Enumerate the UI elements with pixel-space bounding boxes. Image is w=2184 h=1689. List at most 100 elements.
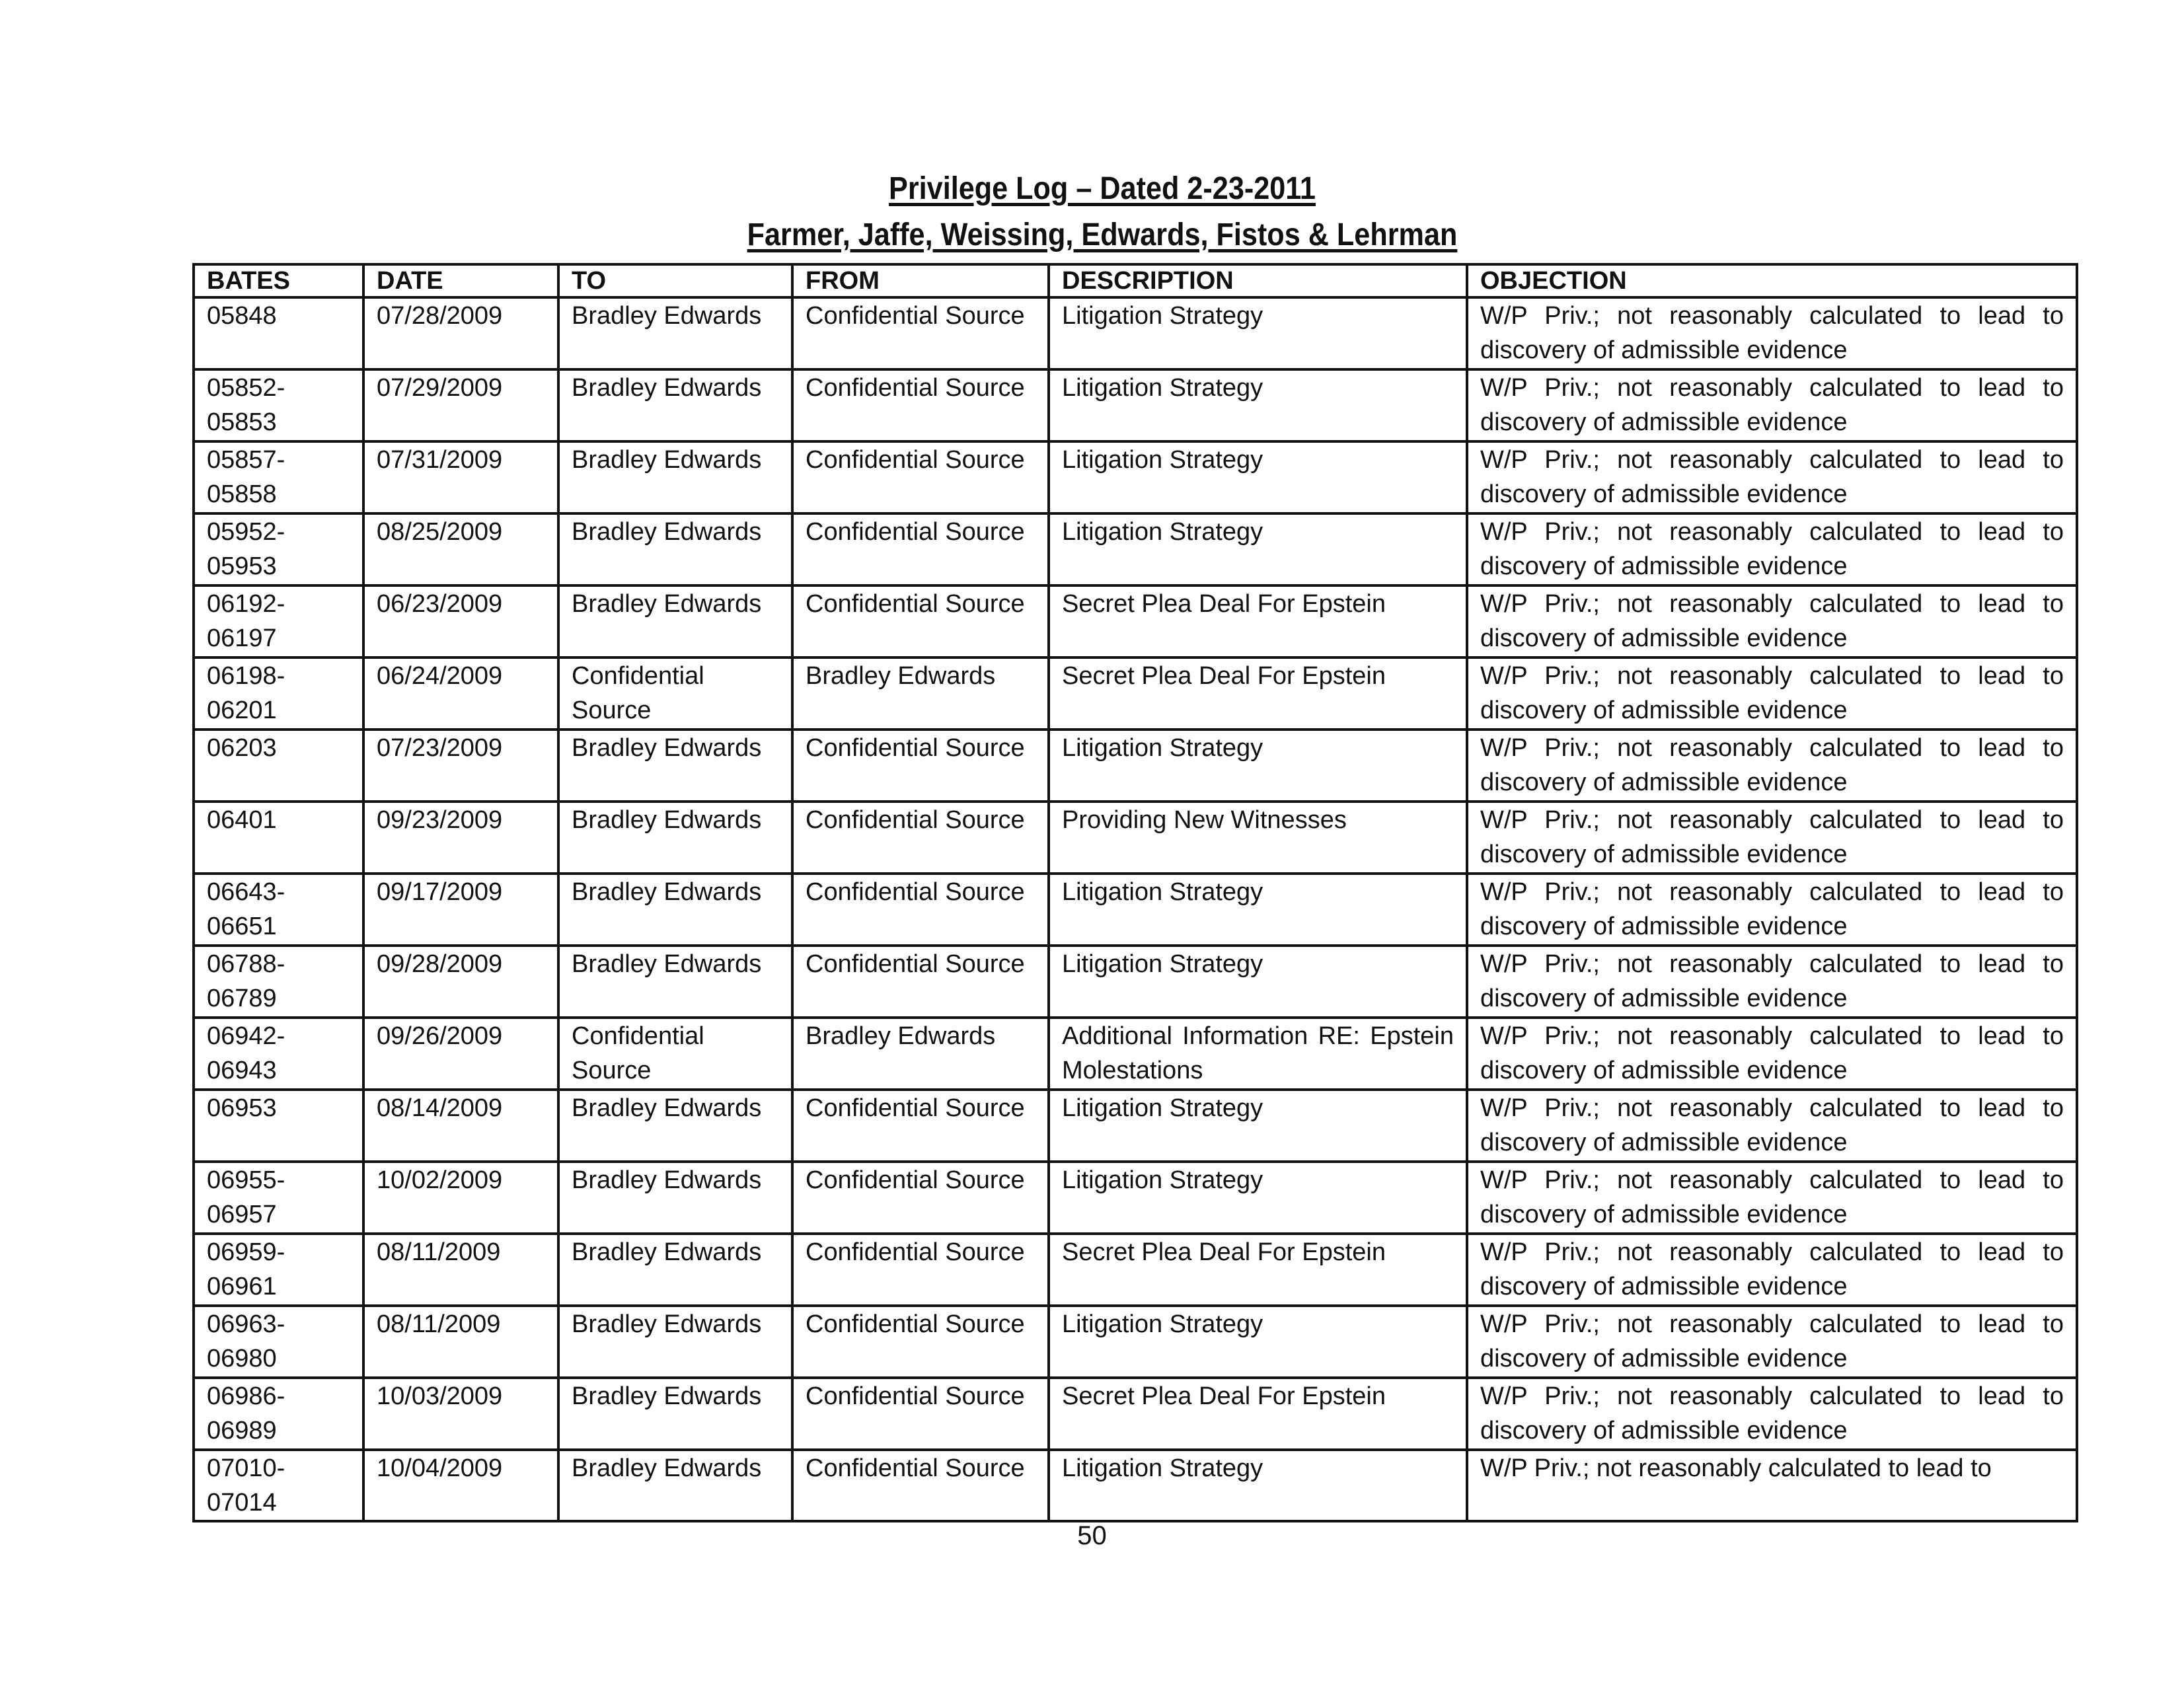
cell-to: Bradley Edwards bbox=[557, 440, 794, 515]
table-row: 06203 07/23/2009 Bradley Edwards Confidenti… bbox=[192, 728, 2078, 803]
cell-description: Secret Plea Deal For Epstein bbox=[1047, 584, 1468, 659]
table-row: 05848 07/28/2009 Bradley Edwards Confidenti… bbox=[192, 296, 2078, 371]
cell-from: Confidential Source bbox=[791, 1448, 1050, 1522]
cell-from: Confidential Source bbox=[791, 1376, 1050, 1451]
cell-bates: 06788-06789 bbox=[192, 944, 365, 1019]
cell-date: 08/14/2009 bbox=[362, 1088, 560, 1163]
cell-bates: 06963-06980 bbox=[192, 1304, 365, 1379]
cell-date: 08/11/2009 bbox=[362, 1232, 560, 1307]
cell-from: Bradley Edwards bbox=[791, 656, 1050, 731]
cell-from: Confidential Source bbox=[791, 368, 1050, 443]
cell-description: Secret Plea Deal For Epstein bbox=[1047, 1232, 1468, 1307]
cell-date: 09/26/2009 bbox=[362, 1016, 560, 1091]
cell-description: Providing New Witnesses bbox=[1047, 800, 1468, 875]
cell-description: Secret Plea Deal For Epstein bbox=[1047, 656, 1468, 731]
cell-from: Confidential Source bbox=[791, 1232, 1050, 1307]
column-header-description: DESCRIPTION bbox=[1047, 263, 1468, 299]
cell-description: Litigation Strategy bbox=[1047, 1304, 1468, 1379]
cell-bates: 07010-07014 bbox=[192, 1448, 365, 1522]
cell-to: Confidential Source bbox=[557, 656, 794, 731]
cell-description: Litigation Strategy bbox=[1047, 944, 1468, 1019]
cell-objection: W/P Priv.; not reasonably calculated to … bbox=[1466, 1376, 2078, 1451]
cell-objection: W/P Priv.; not reasonably calculated to … bbox=[1466, 1088, 2078, 1163]
cell-date: 07/31/2009 bbox=[362, 440, 560, 515]
cell-description: Litigation Strategy bbox=[1047, 296, 1468, 371]
cell-to: Bradley Edwards bbox=[557, 296, 794, 371]
cell-to: Bradley Edwards bbox=[557, 1304, 794, 1379]
cell-from: Bradley Edwards bbox=[791, 1016, 1050, 1091]
table-header-row: BATES DATE TO FROM DESCRIPTION OBJECTION bbox=[192, 263, 2078, 299]
cell-bates: 06203 bbox=[192, 728, 365, 803]
cell-to: Bradley Edwards bbox=[557, 1448, 794, 1522]
cell-date: 07/29/2009 bbox=[362, 368, 560, 443]
cell-description: Litigation Strategy bbox=[1047, 440, 1468, 515]
cell-to: Bradley Edwards bbox=[557, 368, 794, 443]
cell-from: Confidential Source bbox=[791, 512, 1050, 587]
column-header-date: DATE bbox=[362, 263, 560, 299]
table-row: 05952-05953 08/25/2009 Bradley Edwards Conf… bbox=[192, 512, 2078, 587]
cell-description: Litigation Strategy bbox=[1047, 1448, 1468, 1522]
cell-to: Confidential Source bbox=[557, 1016, 794, 1091]
cell-bates: 06955-06957 bbox=[192, 1160, 365, 1235]
cell-bates: 06953 bbox=[192, 1088, 365, 1163]
cell-description: Litigation Strategy bbox=[1047, 872, 1468, 947]
cell-bates: 05952-05953 bbox=[192, 512, 365, 587]
table-row: 07010-07014 10/04/2009 Bradley Edwards Conf… bbox=[192, 1448, 2078, 1522]
table-row: 06788-06789 09/28/2009 Bradley Edwards Conf… bbox=[192, 944, 2078, 1019]
cell-date: 09/23/2009 bbox=[362, 800, 560, 875]
cell-objection: W/P Priv.; not reasonably calculated to … bbox=[1466, 728, 2078, 803]
cell-description: Litigation Strategy bbox=[1047, 368, 1468, 443]
privilege-log-table: BATES DATE TO FROM DESCRIPTION OBJECTION… bbox=[192, 263, 2078, 1522]
cell-to: Bradley Edwards bbox=[557, 728, 794, 803]
cell-date: 08/25/2009 bbox=[362, 512, 560, 587]
table-row: 05857-05858 07/31/2009 Bradley Edwards Conf… bbox=[192, 440, 2078, 515]
cell-from: Confidential Source bbox=[791, 296, 1050, 371]
cell-objection: W/P Priv.; not reasonably calculated to … bbox=[1466, 296, 2078, 371]
cell-description: Litigation Strategy bbox=[1047, 512, 1468, 587]
cell-from: Confidential Source bbox=[791, 944, 1050, 1019]
cell-bates: 06986-06989 bbox=[192, 1376, 365, 1451]
cell-from: Confidential Source bbox=[791, 1160, 1050, 1235]
cell-to: Bradley Edwards bbox=[557, 872, 794, 947]
cell-description: Additional Information RE: Epstein Moles… bbox=[1047, 1016, 1468, 1091]
cell-description: Secret Plea Deal For Epstein bbox=[1047, 1376, 1468, 1451]
cell-to: Bradley Edwards bbox=[557, 1376, 794, 1451]
cell-to: Bradley Edwards bbox=[557, 1160, 794, 1235]
cell-objection: W/P Priv.; not reasonably calculated to … bbox=[1466, 440, 2078, 515]
cell-description: Litigation Strategy bbox=[1047, 728, 1468, 803]
cell-to: Bradley Edwards bbox=[557, 944, 794, 1019]
cell-objection: W/P Priv.; not reasonably calculated to … bbox=[1466, 872, 2078, 947]
cell-description: Litigation Strategy bbox=[1047, 1088, 1468, 1163]
table-row: 06401 09/23/2009 Bradley Edwards Confidenti… bbox=[192, 800, 2078, 875]
cell-objection: W/P Priv.; not reasonably calculated to … bbox=[1466, 1016, 2078, 1091]
cell-to: Bradley Edwards bbox=[557, 584, 794, 659]
cell-bates: 05857-05858 bbox=[192, 440, 365, 515]
cell-bates: 06643-06651 bbox=[192, 872, 365, 947]
cell-objection: W/P Priv.; not reasonably calculated to … bbox=[1466, 584, 2078, 659]
cell-objection: W/P Priv.; not reasonably calculated to … bbox=[1466, 1304, 2078, 1379]
cell-to: Bradley Edwards bbox=[557, 1088, 794, 1163]
cell-bates: 06942-06943 bbox=[192, 1016, 365, 1091]
cell-from: Confidential Source bbox=[791, 440, 1050, 515]
table-row: 06643-06651 09/17/2009 Bradley Edwards Conf… bbox=[192, 872, 2078, 947]
table-row: 06986-06989 10/03/2009 Bradley Edwards Conf… bbox=[192, 1376, 2078, 1451]
document-title: Privilege Log – Dated 2-23-2011 bbox=[889, 171, 1316, 206]
cell-date: 06/24/2009 bbox=[362, 656, 560, 731]
cell-objection: W/P Priv.; not reasonably calculated to … bbox=[1466, 944, 2078, 1019]
cell-from: Confidential Source bbox=[791, 1088, 1050, 1163]
table-row: 05852-05853 07/29/2009 Bradley Edwards Conf… bbox=[192, 368, 2078, 443]
cell-to: Bradley Edwards bbox=[557, 800, 794, 875]
cell-from: Confidential Source bbox=[791, 1304, 1050, 1379]
cell-date: 10/03/2009 bbox=[362, 1376, 560, 1451]
cell-objection: W/P Priv.; not reasonably calculated to … bbox=[1466, 512, 2078, 587]
cell-from: Confidential Source bbox=[791, 728, 1050, 803]
cell-date: 07/28/2009 bbox=[362, 296, 560, 371]
cell-date: 08/11/2009 bbox=[362, 1304, 560, 1379]
table-row: 06953 08/14/2009 Bradley Edwards Confidenti… bbox=[192, 1088, 2078, 1163]
cell-objection: W/P Priv.; not reasonably calculated to … bbox=[1466, 368, 2078, 443]
cell-date: 07/23/2009 bbox=[362, 728, 560, 803]
page-number: 50 bbox=[1077, 1521, 1107, 1550]
table-row: 06963-06980 08/11/2009 Bradley Edwards Conf… bbox=[192, 1304, 2078, 1379]
column-header-objection: OBJECTION bbox=[1466, 263, 2078, 299]
cell-objection: W/P Priv.; not reasonably calculated to … bbox=[1466, 1448, 2078, 1522]
